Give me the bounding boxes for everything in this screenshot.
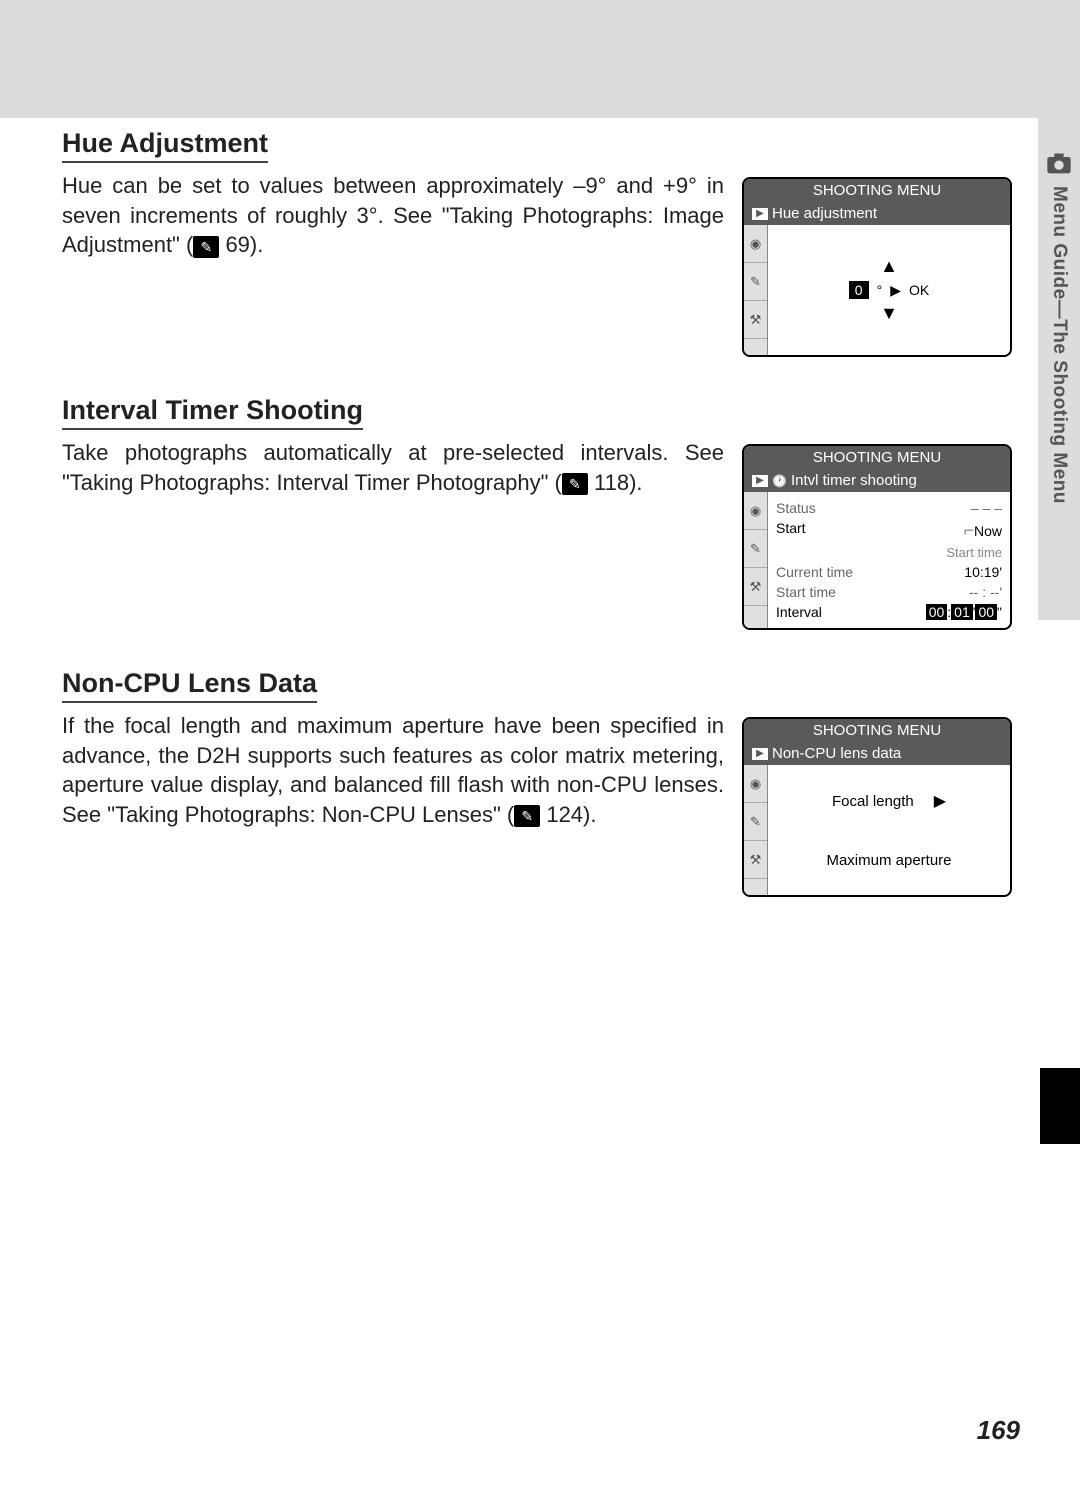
section-title-interval: Interval Timer Shooting: [62, 395, 363, 430]
lcd-interval-main: Status – – – Start ⌐Now Start time Curren…: [768, 492, 1010, 628]
interval-ref: 118: [594, 470, 629, 495]
section-text-hue: Hue can be set to values between approxi…: [62, 171, 724, 357]
start-sub: Start time: [946, 545, 1002, 560]
lcd-noncpu-main: Focal length ▶ Maximum aperture: [768, 765, 1010, 895]
aperture-label: Maximum aperture: [826, 852, 951, 869]
hue-value: 0: [849, 281, 869, 299]
hue-ref: 69: [225, 232, 249, 257]
section-interval: Interval Timer Shooting Take photographs…: [62, 395, 1012, 630]
play-icon: ▶: [752, 748, 768, 760]
hue-ok: OK: [909, 282, 929, 298]
arrow-down-icon: ▼: [880, 303, 898, 324]
lcd-hue: SHOOTING MENU ▶ Hue adjustment ◉ ✎ ⚒ ▲: [742, 177, 1012, 357]
lcd-sidebar: ◉ ✎ ⚒: [744, 765, 768, 895]
wrench-icon: ⚒: [744, 568, 767, 606]
section-hue: Hue Adjustment Hue can be set to values …: [62, 128, 1012, 357]
lcd-sidebar: ◉ ✎ ⚒: [744, 492, 768, 628]
thumb-tab: [1040, 1068, 1080, 1144]
arrow-up-icon: ▲: [880, 256, 898, 277]
start-label: Start: [776, 520, 806, 541]
camera-small-icon: ◉: [744, 225, 767, 263]
manual-page: Menu Guide—The Shooting Menu Hue Adjustm…: [0, 0, 1080, 1486]
focal-row: Focal length ▶: [776, 783, 1002, 819]
arrow-right-icon: ▶: [934, 791, 946, 811]
interval-s: 00: [975, 604, 997, 620]
lcd-sidebar: ◉ ✎ ⚒: [744, 225, 768, 355]
page-number: 169: [977, 1415, 1020, 1446]
lcd-noncpu-subheader: ▶ Non-CPU lens data: [744, 742, 1010, 765]
wrench-icon: ⚒: [744, 301, 767, 339]
lcd-hue-subheader: ▶ Hue adjustment: [744, 202, 1010, 225]
page-ref-icon: ✎: [562, 473, 588, 495]
pencil-icon: ✎: [744, 803, 767, 841]
pencil-icon: ✎: [744, 530, 767, 568]
page-ref-icon: ✎: [193, 236, 219, 258]
side-tab: Menu Guide—The Shooting Menu: [1038, 0, 1080, 620]
interval-value-group: 00:01'00": [926, 604, 1002, 620]
lcd-interval: SHOOTING MENU ▶ 🕐 Intvl timer shooting ◉…: [742, 444, 1012, 630]
hue-text-post: ).: [250, 232, 263, 257]
lcd-noncpu-sub-text: Non-CPU lens data: [772, 745, 901, 762]
section-title-noncpu: Non-CPU Lens Data: [62, 668, 317, 703]
pencil-icon: ✎: [744, 263, 767, 301]
lcd-noncpu: SHOOTING MENU ▶ Non-CPU lens data ◉ ✎ ⚒: [742, 717, 1012, 897]
clock-icon: 🕐: [772, 474, 787, 488]
section-noncpu: Non-CPU Lens Data If the focal length an…: [62, 668, 1012, 897]
page-ref-icon: ✎: [514, 805, 540, 827]
lcd-interval-subheader: ▶ 🕐 Intvl timer shooting: [744, 469, 1010, 492]
page-header-bg: [0, 0, 1080, 118]
lcd-noncpu-header: SHOOTING MENU: [744, 719, 1010, 742]
noncpu-text-post: ).: [583, 802, 596, 827]
play-icon: ▶: [752, 208, 768, 220]
page-content: Hue Adjustment Hue can be set to values …: [62, 128, 1012, 927]
lcd-interval-header: SHOOTING MENU: [744, 446, 1010, 469]
interval-label: Interval: [776, 604, 822, 620]
camera-icon: [1045, 150, 1073, 178]
starttime-value: -- : --': [969, 584, 1002, 600]
status-value: – – –: [971, 500, 1002, 516]
lcd-hue-main: ▲ 0 ° ▶ OK ▼: [768, 225, 1010, 355]
section-title-hue: Hue Adjustment: [62, 128, 268, 163]
arrow-right-icon: ▶: [890, 282, 901, 299]
noncpu-text-pre: If the focal length and maximum aperture…: [62, 713, 724, 827]
noncpu-ref: 124: [546, 802, 583, 827]
interval-text-post: ).: [629, 470, 642, 495]
start-value-group: ⌐Now: [963, 520, 1002, 541]
hue-degree: °: [877, 282, 883, 298]
play-icon: ▶: [752, 475, 768, 487]
lcd-hue-sub-text: Hue adjustment: [772, 205, 877, 222]
aperture-row: Maximum aperture: [776, 844, 1002, 877]
interval-m: 01: [951, 604, 973, 620]
start-value: Now: [974, 523, 1002, 539]
lcd-hue-header: SHOOTING MENU: [744, 179, 1010, 202]
starttime-label: Start time: [776, 584, 836, 600]
section-text-interval: Take photographs automatically at pre-se…: [62, 438, 724, 630]
interval-h: 00: [926, 604, 948, 620]
side-tab-label: Menu Guide—The Shooting Menu: [1048, 186, 1070, 504]
current-label: Current time: [776, 564, 853, 580]
status-label: Status: [776, 500, 816, 516]
section-text-noncpu: If the focal length and maximum aperture…: [62, 711, 724, 897]
wrench-icon: ⚒: [744, 841, 767, 879]
hue-text-pre: Hue can be set to values between approxi…: [62, 173, 724, 257]
lcd-interval-sub-text: Intvl timer shooting: [791, 472, 917, 489]
camera-small-icon: ◉: [744, 765, 767, 803]
current-value: 10:19': [964, 564, 1002, 580]
focal-label: Focal length: [832, 793, 914, 810]
camera-small-icon: ◉: [744, 492, 767, 530]
